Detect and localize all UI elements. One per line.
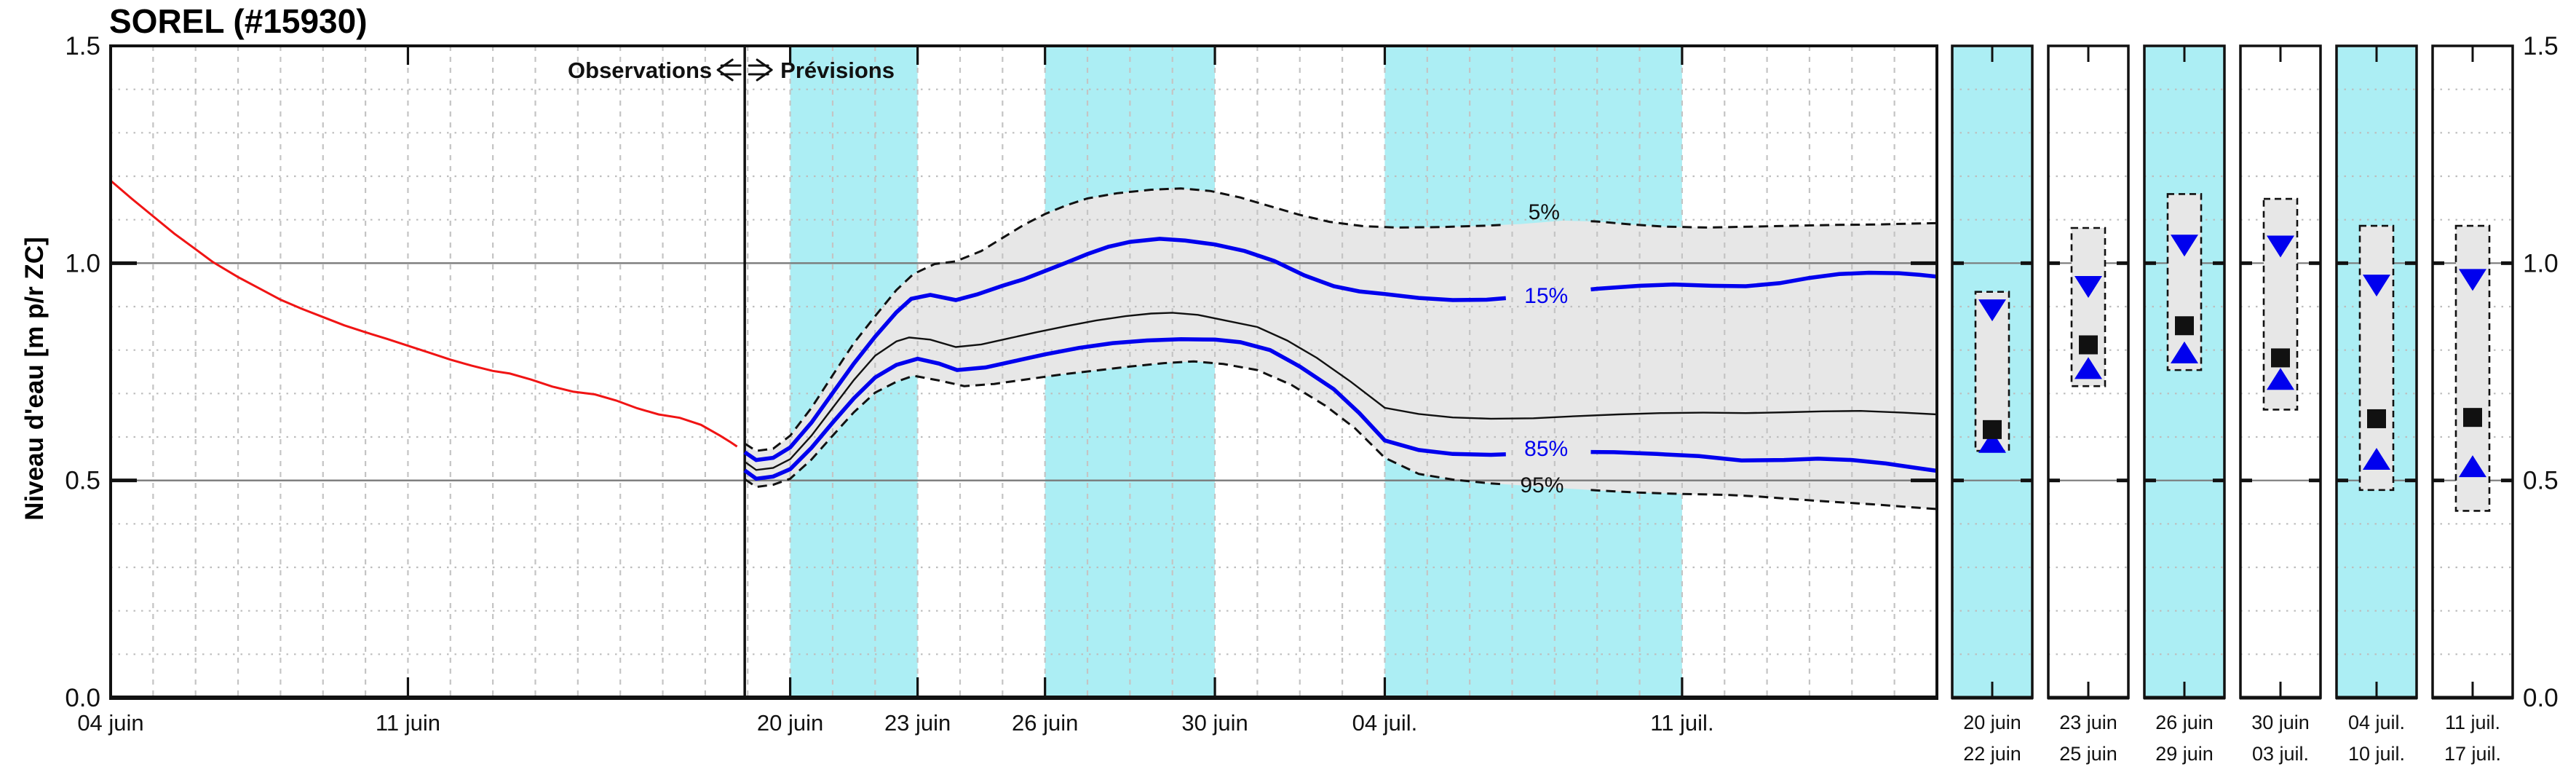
header-labels: Observations Prévisions xyxy=(568,58,895,83)
panel-date-start: 26 juin xyxy=(2155,712,2214,733)
spread-box xyxy=(2166,193,2203,371)
percentile-15-marker xyxy=(2363,275,2390,297)
x-tick-label: 30 juin xyxy=(1181,710,1248,736)
minor-gridlines xyxy=(111,88,1937,655)
summary-panel: 11 juil. 17 juil. xyxy=(2431,44,2514,765)
panel-date-end: 29 juin xyxy=(2155,743,2214,765)
percentile-label-85: 85% xyxy=(1524,437,1568,461)
percentile-median-line xyxy=(744,312,1938,471)
summary-panel: 04 juil. 10 juil. xyxy=(2335,44,2418,765)
double-arrows-icon xyxy=(716,58,773,82)
x-tick-label: 20 juin xyxy=(757,710,823,736)
summary-panel: 20 juin 22 juin xyxy=(1951,44,2034,765)
y-tick-label: 0.5 xyxy=(65,467,100,495)
axis-ticks xyxy=(406,46,1684,698)
percentile-85-marker xyxy=(1978,430,2006,453)
right-y-tick-label: 1.5 xyxy=(2523,32,2559,60)
right-y-tick-label: 0.5 xyxy=(2523,467,2559,495)
x-tick-label: 11 juin xyxy=(376,710,440,736)
left-axis-tick-labels: 1.5 1.0 0.5 0.0 xyxy=(65,32,100,712)
x-axis-tick-labels: 04 juin 11 juin 20 juin 23 juin 26 juin 30 ju… xyxy=(77,710,1713,736)
panel-date-end: 03 juil. xyxy=(2252,743,2309,765)
percentile-85-line xyxy=(743,337,1938,481)
observed-line xyxy=(110,179,738,448)
panel-date-end: 17 juil. xyxy=(2444,743,2501,765)
y-tick-label: 1.5 xyxy=(65,32,100,60)
percentile-label-15: 15% xyxy=(1524,284,1568,308)
percentile-85-marker xyxy=(2171,341,2198,363)
percentile-label-95: 95% xyxy=(1520,473,1564,497)
percentile-95-line xyxy=(744,360,1938,511)
x-tick-label: 23 juin xyxy=(884,710,951,736)
panel-date-end: 10 juil. xyxy=(2348,743,2405,765)
reference-lines xyxy=(111,261,1937,483)
median-marker xyxy=(1983,420,2002,439)
panel-date-start: 30 juin xyxy=(2251,712,2310,733)
percentile-15-line xyxy=(743,237,1938,462)
percentile-15-marker xyxy=(1978,299,2006,322)
percentile-15-marker xyxy=(2267,235,2294,258)
panel-date-start: 04 juil. xyxy=(2348,712,2405,733)
summary-panel: 26 juin 29 juin xyxy=(2143,44,2226,765)
y-tick-label: 0.0 xyxy=(65,684,100,712)
percentile-85-marker xyxy=(2363,448,2390,470)
percentile-15-marker xyxy=(2171,235,2198,257)
y-tick-label: 1.0 xyxy=(65,249,100,277)
panel-date-start: 11 juil. xyxy=(2445,712,2500,733)
percentile-15-marker xyxy=(2074,275,2102,298)
x-tick-label: 04 juin xyxy=(77,710,143,736)
median-marker xyxy=(2175,316,2194,336)
percentile-15-marker xyxy=(2459,269,2486,291)
x-tick-label: 04 juil. xyxy=(1352,710,1418,736)
summary-panel: 23 juin 25 juin xyxy=(2047,44,2130,765)
right-y-tick-label: 1.0 xyxy=(2523,249,2559,277)
percentile-5-line xyxy=(744,187,1938,452)
x-tick-label: 26 juin xyxy=(1012,710,1078,736)
panel-date-start: 23 juin xyxy=(2059,712,2117,733)
median-marker xyxy=(2463,408,2482,428)
panel-date-start: 20 juin xyxy=(1963,712,2021,733)
x-tick-label: 11 juil. xyxy=(1650,710,1713,736)
percentile-85-marker xyxy=(2267,368,2294,390)
median-marker xyxy=(2079,335,2098,355)
median-marker xyxy=(2271,348,2290,368)
right-y-tick-label: 0.0 xyxy=(2523,684,2559,712)
observations-label: Observations xyxy=(568,58,712,83)
right-axis-tick-labels: 1.5 1.0 0.5 0.0 xyxy=(2523,32,2559,712)
panel-date-end: 25 juin xyxy=(2059,743,2117,765)
median-marker xyxy=(2367,409,2386,428)
panel-date-end: 22 juin xyxy=(1963,743,2021,765)
previsions-label: Prévisions xyxy=(780,58,895,83)
spread-box xyxy=(2358,224,2395,492)
percentile-85-marker xyxy=(2074,357,2102,379)
chart-title: SOREL (#15930) xyxy=(109,2,368,40)
summary-panel: 30 juin 03 juil. xyxy=(2239,44,2322,765)
percentile-85-marker xyxy=(2459,455,2486,478)
percentile-label-5: 5% xyxy=(1529,200,1560,224)
